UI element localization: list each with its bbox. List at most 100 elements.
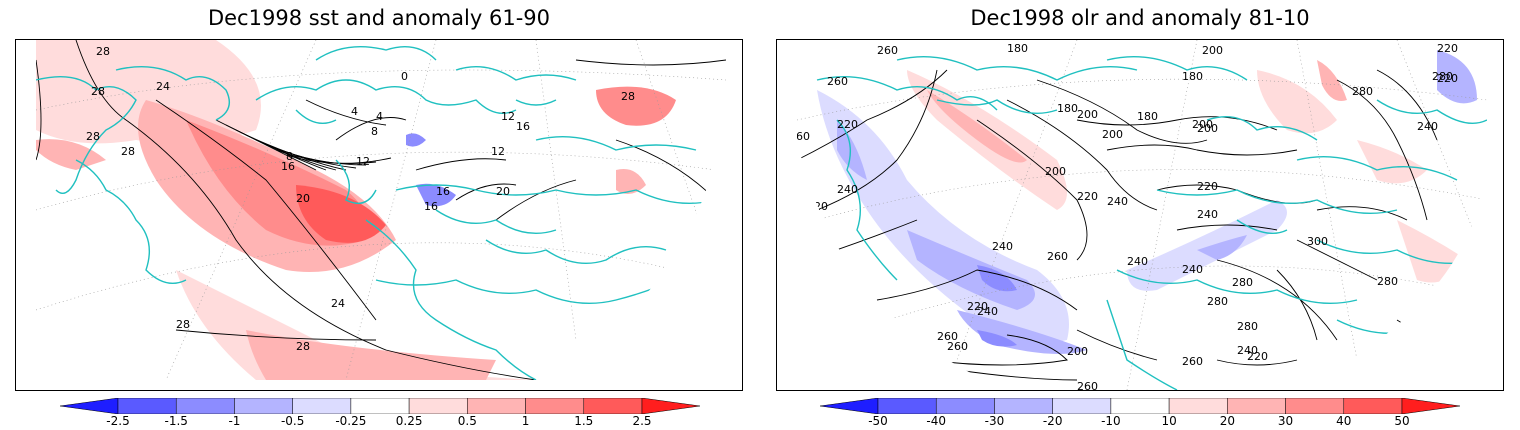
- contour-label: 260: [1182, 355, 1203, 368]
- colorbar-tick-label: -1.5: [164, 414, 188, 428]
- contour-label: 16: [424, 200, 438, 213]
- contour-label: 28: [296, 340, 310, 353]
- colorbar-tick-label: -20: [1042, 414, 1063, 428]
- colorbar-tick-label: 1.5: [574, 414, 594, 428]
- colorbar-segment: [350, 398, 410, 414]
- anomaly-area: [616, 169, 646, 194]
- colorbar-segment: [408, 398, 468, 414]
- contour-label: 24: [331, 297, 345, 310]
- contour-label: 28: [121, 145, 135, 158]
- contour-label: 220: [807, 200, 828, 213]
- contour-label: 200: [1067, 345, 1088, 358]
- colorbar-tick-label: 1: [521, 414, 530, 428]
- contour-label: 12: [356, 155, 370, 168]
- colorbar-tick-label: 30: [1277, 414, 1294, 428]
- contour-label: 280: [1432, 70, 1453, 83]
- anomaly-area: [1397, 220, 1467, 283]
- contour-label: 12: [491, 145, 505, 158]
- graticule: [36, 40, 726, 380]
- colorbar-segment: [994, 398, 1053, 414]
- coastlines: [36, 45, 717, 380]
- contour-label: 220: [1437, 72, 1458, 85]
- contour-label: 24: [21, 120, 35, 133]
- contour-label: 240: [1237, 344, 1258, 357]
- olr-map-panel: 260 180 200 220 260 280 220 180 180 200 …: [776, 39, 1504, 391]
- colorbar-segment: [234, 398, 293, 414]
- anomaly-area: [1257, 70, 1337, 134]
- contour-label: 220: [1437, 42, 1458, 55]
- sst-anomaly-colorbar: [60, 398, 700, 414]
- contour-label: 300: [1307, 235, 1328, 248]
- contour-label: 200: [1077, 108, 1098, 121]
- contour-label: 240: [1127, 255, 1148, 268]
- contour-label: 28: [96, 45, 110, 58]
- colorbar-segment: [1168, 398, 1228, 414]
- contour-label: 0: [401, 70, 408, 83]
- sst-map: 28 24 28 24 24 28 28 4 0 4 8 8 12 16 16 …: [21, 40, 726, 380]
- anomaly-area: [1317, 60, 1347, 101]
- contour-label: 240: [992, 240, 1013, 253]
- olr-anomaly-colorbar: [820, 398, 1460, 414]
- colorbar-tick-label: 0.25: [395, 414, 423, 428]
- contour-label: 180: [1057, 102, 1078, 115]
- colorbar-segment: [877, 398, 937, 414]
- contour-label: 280: [1352, 85, 1373, 98]
- anomaly-area: [1127, 200, 1287, 291]
- colorbar-segment: [525, 398, 585, 414]
- anomaly-area: [406, 133, 426, 147]
- anomaly-area: [957, 310, 1087, 354]
- contour-label: 200: [1102, 128, 1123, 141]
- contour-label: 220: [837, 118, 858, 131]
- contour-label: 240: [1107, 195, 1128, 208]
- contour-label: 280: [1232, 276, 1253, 289]
- contour-label: 28: [176, 318, 190, 331]
- anomaly-area: [1357, 140, 1427, 184]
- contour-label: 8: [286, 150, 293, 163]
- anomaly-area: [977, 330, 1017, 347]
- colorbar-tick-label: 2.5: [632, 414, 652, 428]
- contour-label: 260: [827, 75, 848, 88]
- colorbar-segment: [935, 398, 995, 414]
- contour-label: 28: [91, 85, 105, 98]
- colorbar-tick-label: -50: [868, 414, 888, 428]
- colorbar-segment: [1343, 398, 1403, 414]
- contour-label: 260: [789, 130, 810, 143]
- contour-label: 16: [436, 185, 450, 198]
- colorbar-tick-label: 0.5: [457, 414, 477, 428]
- contour-label: 240: [1417, 120, 1438, 133]
- colorbar-segment: [1052, 398, 1112, 414]
- colorbar-segment: [1285, 398, 1345, 414]
- contour-label: 12: [501, 110, 515, 123]
- colorbar-segment: [820, 398, 879, 414]
- colorbar-tick-label: -0.5: [280, 414, 305, 428]
- contour-label: 220: [967, 300, 988, 313]
- sst-contours: [36, 40, 726, 380]
- left-map-title: Dec1998 sst and anomaly 61-90: [207, 6, 551, 30]
- colorbar-tick-label: -10: [1101, 414, 1121, 428]
- anomaly-area: [596, 86, 676, 126]
- contour-label: 260: [1077, 380, 1098, 391]
- contour-label: 4: [351, 105, 358, 118]
- anomaly-area: [296, 185, 386, 243]
- colorbar-tick-label: 20: [1219, 414, 1235, 428]
- colorbar-segment: [467, 398, 526, 414]
- contour-label: 24: [156, 80, 170, 93]
- contour-label: 260: [947, 340, 968, 353]
- contour-label: 28: [621, 90, 635, 103]
- olr-contours: [797, 69, 1458, 381]
- contour-label: 240: [1182, 263, 1203, 276]
- contour-label: 200: [1045, 165, 1066, 178]
- contour-label: 180: [1007, 42, 1028, 55]
- colorbar-tick-label: -40: [926, 414, 947, 428]
- anomaly-area: [246, 330, 496, 380]
- sst-contour-labels: 28 24 28 24 24 28 28 4 0 4 8 8 12 16 16 …: [21, 45, 635, 353]
- colorbar-tick-label: 40: [1336, 414, 1352, 428]
- contour-label: 180: [1182, 70, 1203, 83]
- contour-label: 220: [1247, 350, 1268, 363]
- contour-label: 4: [376, 110, 383, 123]
- contour-label: 240: [837, 183, 858, 196]
- anomaly-area: [837, 120, 867, 180]
- colorbar-tick-label: -1: [228, 414, 241, 428]
- contour-label: 260: [877, 44, 898, 57]
- contour-label: 280: [1377, 275, 1398, 288]
